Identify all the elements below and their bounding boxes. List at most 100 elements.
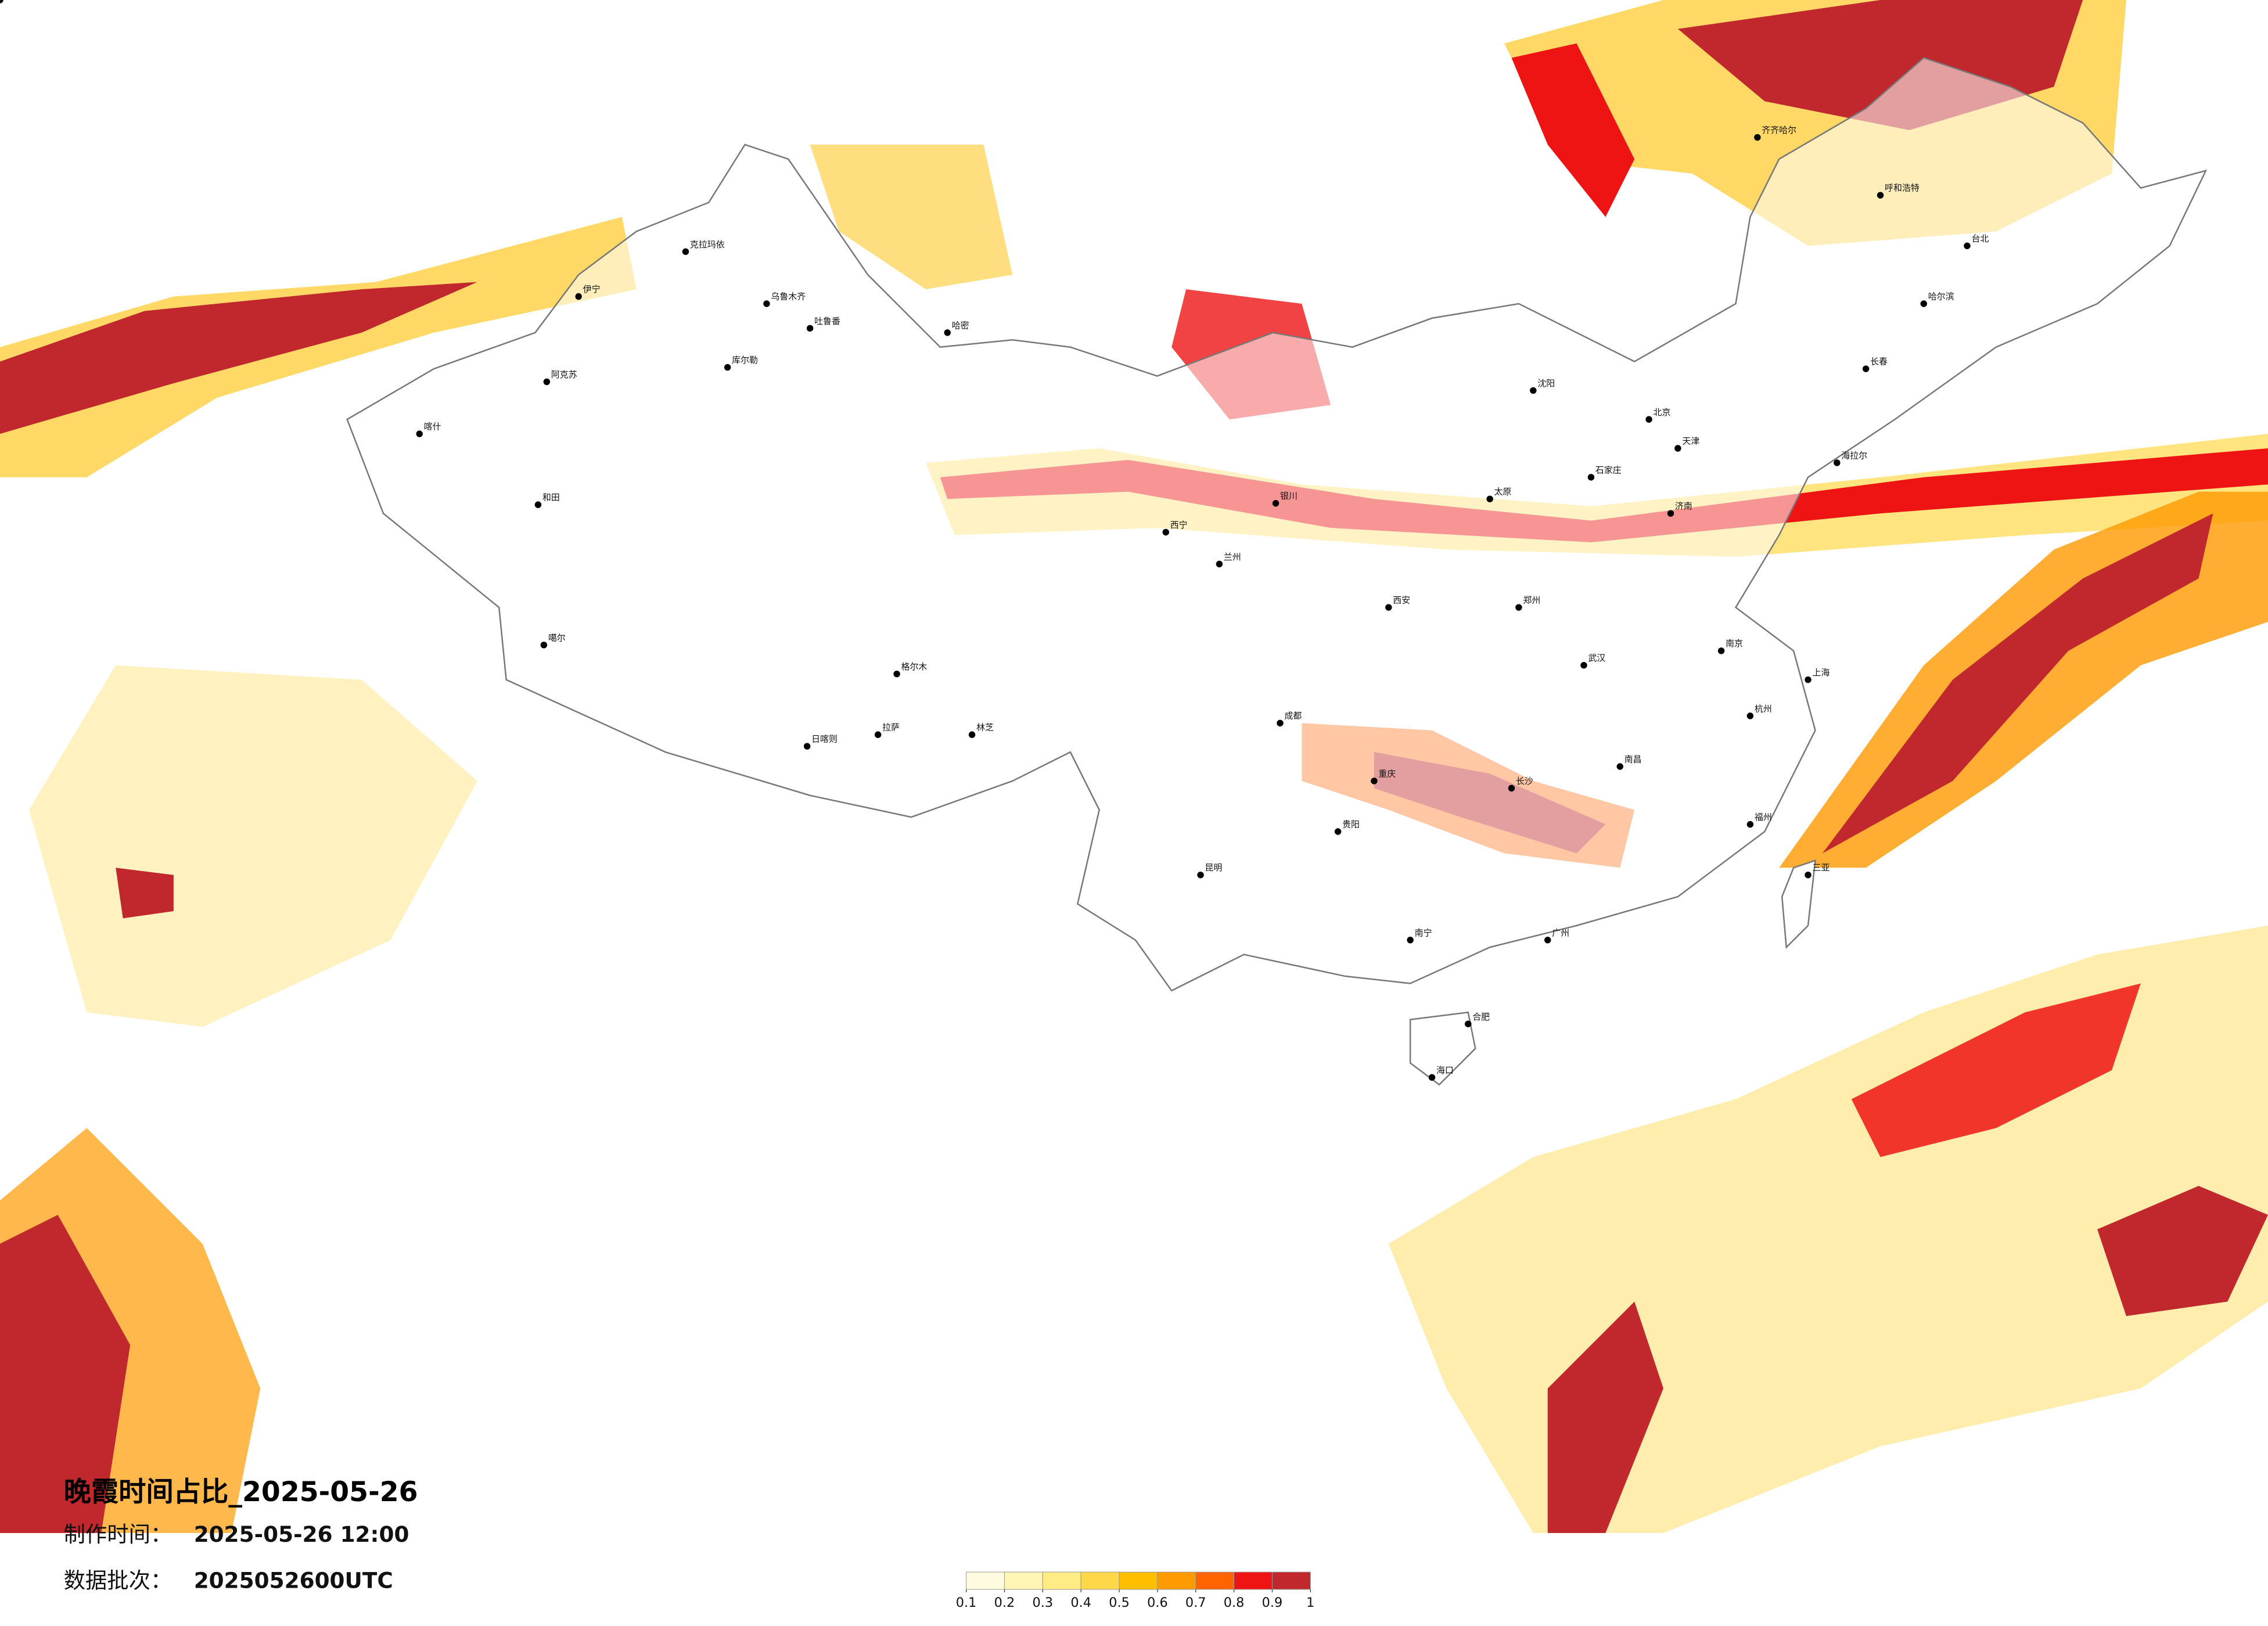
- city-label: 拉萨: [882, 722, 900, 733]
- city-dot: [1717, 647, 1725, 654]
- city-dot: [1385, 604, 1392, 611]
- city-label: 日喀则: [811, 734, 838, 744]
- city-dot: [1530, 387, 1537, 394]
- city-label: 呼和浩特: [1885, 183, 1920, 193]
- china-outline: [346, 57, 2208, 992]
- city-label: 重庆: [1378, 768, 1396, 779]
- city-dot: [968, 731, 976, 738]
- city-label: 海口: [1436, 1065, 1454, 1075]
- info-value: 2025052600UTC: [194, 1568, 393, 1593]
- city-label: 南宁: [1415, 927, 1432, 938]
- city-dot: [1920, 300, 1928, 307]
- city-label: 三亚: [1813, 862, 1830, 873]
- city-label: 杭州: [1755, 703, 1772, 714]
- city-dot: [1544, 937, 1551, 944]
- city-label: 兰州: [1224, 552, 1241, 562]
- hainan-outline: [1409, 1011, 1476, 1086]
- taiwan-outline: [1781, 859, 1816, 949]
- city-label: 广州: [1552, 927, 1569, 938]
- colorbar-tick-label: 0.6: [1147, 1595, 1168, 1610]
- city-dot: [806, 325, 814, 332]
- city-dot: [803, 743, 811, 750]
- city-dot: [1580, 661, 1587, 669]
- city-dot: [1216, 560, 1223, 567]
- city-label: 西安: [1393, 595, 1410, 606]
- city-dot: [944, 329, 951, 336]
- colorbar-tick-label: 0.7: [1185, 1595, 1206, 1610]
- colorbar-tick-label: 1: [1306, 1595, 1314, 1610]
- city-label: 石家庄: [1595, 465, 1622, 475]
- city-label: 南京: [1726, 638, 1743, 649]
- city-label: 喀什: [424, 422, 441, 432]
- city-label: 阿克苏: [551, 369, 577, 380]
- colorbar-swatch: [1080, 1571, 1120, 1590]
- city-label: 成都: [1285, 711, 1302, 721]
- city-label: 伊宁: [583, 284, 601, 294]
- colorbar-tick-label: 0.3: [1033, 1595, 1054, 1610]
- city-label: 西宁: [1170, 520, 1188, 530]
- city-dot: [1616, 763, 1624, 770]
- colorbar-tick-label: 0.2: [994, 1595, 1015, 1610]
- city-dot: [1465, 1020, 1472, 1027]
- city-label: 吐鲁番: [814, 316, 840, 326]
- city-dot: [1746, 821, 1754, 828]
- colorbar-swatch: [1271, 1571, 1311, 1590]
- city-dot: [893, 670, 900, 678]
- city-label: 哈密: [952, 320, 969, 330]
- colorbar-swatch: [966, 1571, 1005, 1590]
- city-label: 库尔勒: [732, 355, 758, 365]
- city-dot: [874, 731, 882, 738]
- city-dot: [543, 378, 551, 386]
- city-dot: [1197, 871, 1204, 879]
- city-dot: [1428, 1074, 1436, 1081]
- colorbar-swatch: [1157, 1571, 1196, 1590]
- city-label: 银川: [1280, 491, 1297, 501]
- city-dot: [763, 300, 770, 307]
- colorbar-tick-label: 0.9: [1262, 1595, 1283, 1610]
- city-label: 哈尔滨: [1928, 292, 1954, 302]
- city-label: 乌鲁木齐: [771, 292, 806, 302]
- city-label: 台北: [1971, 233, 1989, 244]
- city-dot: [534, 501, 542, 508]
- city-label: 长沙: [1516, 776, 1533, 786]
- colorbar-tick-label: 0.1: [956, 1595, 977, 1610]
- city-dot: [1877, 192, 1884, 199]
- city-dot: [1486, 495, 1493, 502]
- colorbar-tick-label: 0.5: [1109, 1595, 1130, 1610]
- city-dot: [416, 430, 423, 437]
- city-label: 贵阳: [1342, 819, 1360, 830]
- city-dot: [540, 642, 548, 649]
- city-label: 长春: [1870, 357, 1888, 367]
- city-dot: [1277, 720, 1284, 726]
- city-label: 福州: [1755, 812, 1772, 822]
- city-dot: [1746, 713, 1754, 720]
- city-dot: [1587, 474, 1595, 481]
- colorbar-tick-label: 0.4: [1070, 1595, 1091, 1610]
- city-dot: [1407, 937, 1414, 944]
- city-dot: [1667, 510, 1674, 517]
- info-label: 制作时间：: [64, 1521, 172, 1547]
- city-label: 南昌: [1624, 754, 1642, 764]
- city-dot: [1371, 778, 1378, 785]
- colorbar-swatch: [1195, 1571, 1235, 1590]
- city-label: 上海: [1813, 667, 1830, 678]
- info-block: 晚霞时间占比_2025-05-26 制作时间： 2025-05-26 12:00…: [64, 1476, 418, 1593]
- info-value: 2025-05-26 12:00: [194, 1521, 409, 1547]
- colorbar-swatch: [1004, 1571, 1043, 1590]
- city-dot: [724, 364, 731, 371]
- city-dot: [1964, 242, 1971, 250]
- city-label: 太原: [1494, 487, 1512, 497]
- city-label: 昆明: [1205, 862, 1223, 873]
- colorbar-swatch: [1042, 1571, 1081, 1590]
- info-label: 数据批次：: [64, 1568, 172, 1593]
- city-label: 天津: [1682, 436, 1699, 447]
- city-dot: [575, 293, 582, 300]
- city-dot: [1834, 459, 1841, 466]
- city-dot: [1334, 828, 1342, 835]
- map-title: 晚霞时间占比_2025-05-26: [64, 1476, 418, 1508]
- city-label: 海拉尔: [1841, 450, 1867, 461]
- city-label: 郑州: [1523, 595, 1540, 606]
- colorbar-tick-label: 0.8: [1224, 1595, 1245, 1610]
- city-dot: [1272, 499, 1279, 507]
